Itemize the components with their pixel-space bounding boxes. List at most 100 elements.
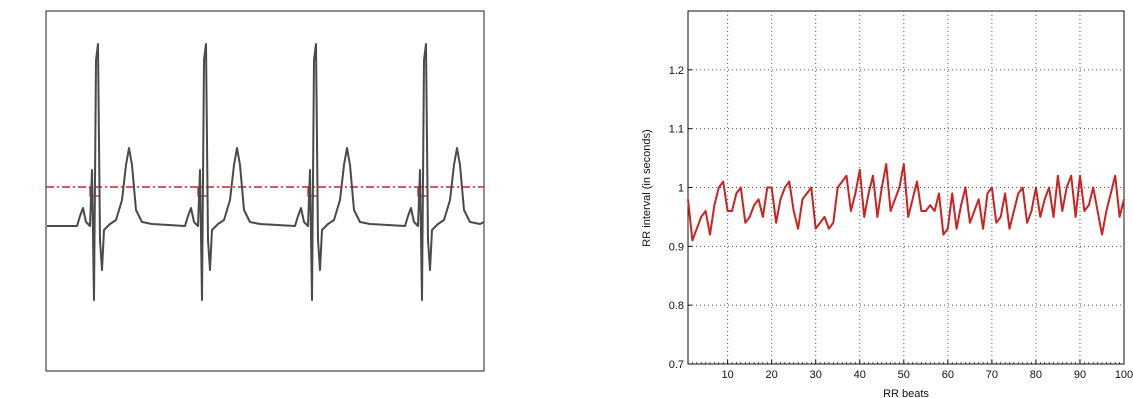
rr-y-tick-label: 0.8 [669,300,684,312]
rr-data-point [709,233,711,236]
rr-data-point [735,192,738,195]
rr-data-point [801,198,804,201]
ecg-chart [45,10,485,372]
rr-data-point [691,239,694,242]
rr-data-point [836,186,839,189]
rr-data-point [995,222,998,224]
rr-data-point [916,180,918,183]
rr-data-point [1105,210,1108,212]
rr-data-point [823,216,826,218]
rr-data-point [876,216,879,218]
rr-data-point [726,210,729,212]
rr-data-point [748,216,751,218]
rr-data-point [907,216,909,218]
rr-data-point [779,198,782,201]
rr-data-point [1035,186,1037,189]
rr-data-point [819,222,821,224]
rr-data-point [1070,174,1072,177]
rr-x-tick-label: 80 [1030,369,1042,381]
rr-data-point [898,186,901,189]
rr-data-point [753,204,755,206]
rr-data-point [744,222,747,224]
rr-data-point [718,186,720,189]
rr-data-point [859,169,861,171]
rr-data-point [947,227,949,230]
rr-data-point [1114,174,1116,177]
rr-data-point [1004,192,1006,195]
ecg-rpeak-marker [89,187,100,197]
rr-x-tick-label: 40 [854,369,866,381]
rr-data-point [797,227,799,230]
rr-data-point [986,192,989,195]
rr-data-point [872,174,874,177]
rr-data-point [770,186,773,189]
rr-series-line [687,163,1125,242]
rr-data-point [792,210,795,212]
rr-data-point [757,198,760,201]
rr-data-point [828,227,830,230]
rr-data-point [1123,198,1125,201]
rr-data-point [991,186,993,189]
rr-data-point [960,204,962,206]
rr-interval-chart: 10 20 30 40 50 60 70 80 90 100 0.7 0.8 0.9 1 1.1 1.2 R… [641,10,1133,398]
ecg-trace [47,43,485,301]
rr-data-point [854,192,857,195]
rr-data-point [731,210,733,212]
rr-data-point [1118,216,1121,218]
rr-data-point [814,227,817,230]
rr-data-point [894,198,896,201]
rr-data-point [867,192,870,195]
rr-data-point [1083,210,1086,212]
ecg-plot-frame [45,10,485,372]
rr-data-point [969,222,971,224]
rr-data-point [938,192,940,195]
rr-data-point [1088,204,1090,206]
ecg-rpeak-marker [197,187,208,197]
rr-data-point [925,210,927,212]
rr-data-point [1043,198,1046,201]
rr-data-point [696,227,698,230]
rr-data-point [863,216,865,218]
rr-y-tick-label: 1.2 [669,65,684,77]
rr-data-point [1079,174,1081,177]
ecg-trace-line [47,43,485,301]
rr-x-tick-label: 70 [986,369,998,381]
rr-data-point [1057,174,1059,177]
rr-data-point [942,233,945,236]
rr-data-point [920,210,923,212]
rr-data-point [713,204,716,206]
rr-data-point [951,192,953,195]
rr-data-point [1008,227,1011,230]
rr-data-point [933,210,936,212]
rr-data-point [687,198,689,201]
rr-data-point [704,210,707,212]
rr-x-tick-label: 30 [810,369,822,381]
rr-data-point [1074,216,1077,218]
rr-data-point [982,227,984,230]
rr-data-point [762,216,764,218]
rr-data-point [977,198,980,201]
rr-data-point [850,210,852,212]
rr-x-tick-label: 100 [1115,369,1133,381]
rr-data-point [1021,186,1024,189]
rr-data-point [810,186,813,189]
rr-y-tick-label: 0.9 [669,241,684,253]
rr-data-point [1048,186,1050,189]
rr-y-tick-label: 1.1 [669,124,684,136]
rr-data-point [885,163,887,165]
rr-data-point [766,186,769,189]
rr-x-tick-label: 10 [722,369,734,381]
rr-data-point [973,210,976,212]
rr-y-axis-label: RR interval (in seconds) [641,129,653,246]
ecg-threshold-line [46,186,484,197]
rr-y-tick-label: 0.7 [669,359,684,371]
rr-data-point [1017,192,1020,195]
rr-data-point [700,216,702,218]
rr-data-point [1101,233,1103,236]
rr-series [687,163,1125,242]
rr-data-point [1092,186,1094,189]
rr-x-tick-label: 50 [898,369,910,381]
rr-x-tick-label: 60 [942,369,954,381]
rr-y-tick-label: 1 [678,183,684,195]
rr-data-point [911,198,914,201]
